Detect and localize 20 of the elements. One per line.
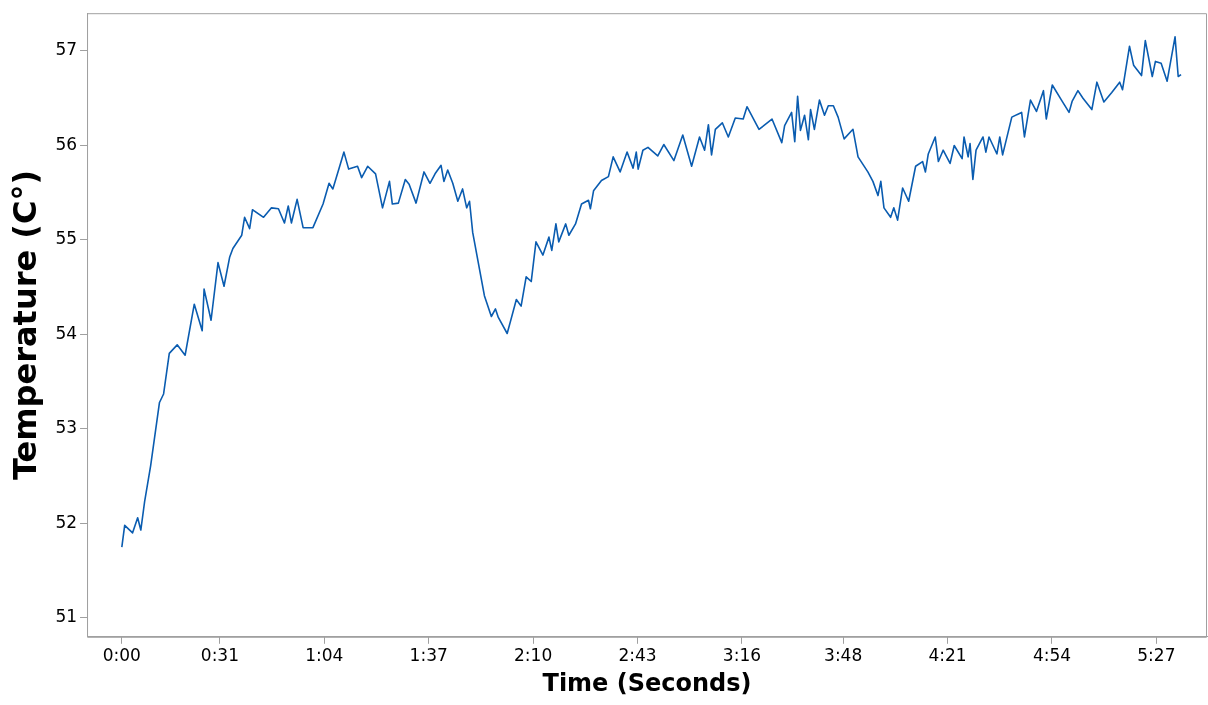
x-tick-label: 4:21: [928, 645, 967, 666]
x-tick-label: 0:00: [102, 645, 141, 666]
x-tick-label: 5:27: [1137, 645, 1176, 666]
x-tick-label: 2:10: [514, 645, 553, 666]
x-tick-label: 2:43: [618, 645, 657, 666]
y-axis-title: Temperature (C°): [5, 169, 44, 481]
x-tick-label: 4:54: [1032, 645, 1072, 666]
y-tick-label: 52: [55, 511, 78, 532]
x-tick-label: 1:04: [305, 645, 344, 666]
y-tick-label: 56: [55, 133, 78, 154]
y-tick-label: 51: [55, 606, 78, 627]
x-tick-label: 0:31: [200, 645, 239, 666]
y-tick-label: 53: [55, 417, 78, 438]
y-tick-label: 54: [55, 322, 78, 343]
x-tick-label: 3:16: [722, 645, 762, 666]
y-tick-label: 55: [55, 228, 78, 249]
x-tick-label: 1:37: [409, 645, 448, 666]
x-tick-label: 3:48: [824, 645, 863, 666]
y-tick-label: 57: [55, 39, 78, 60]
x-axis-title: Time (Seconds): [542, 668, 752, 697]
